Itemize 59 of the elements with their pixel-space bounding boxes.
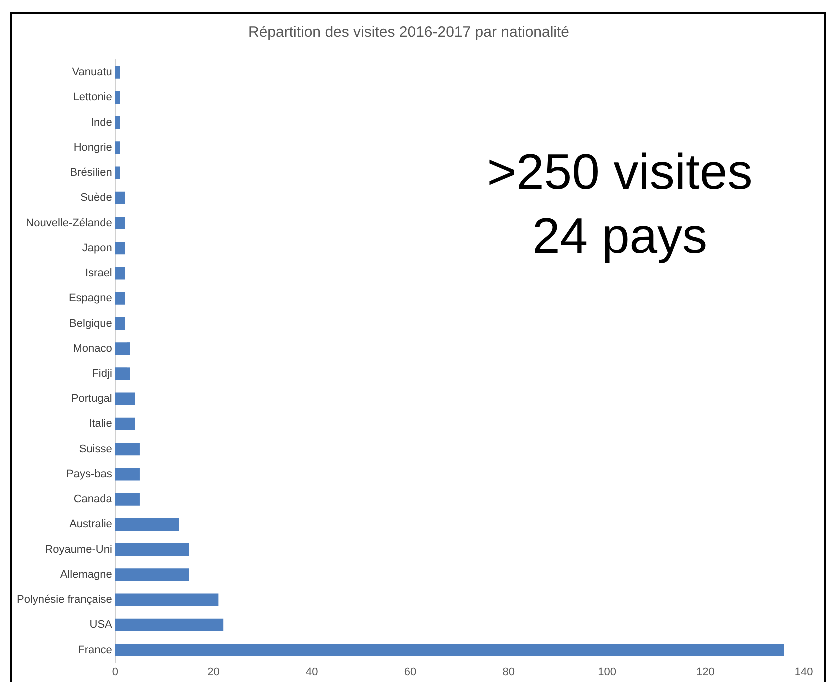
y-tick-label: Polynésie française <box>16 594 112 606</box>
x-tick-label: 120 <box>696 666 715 678</box>
bar <box>115 468 140 481</box>
bar <box>115 392 136 406</box>
bar <box>115 518 180 531</box>
y-tick-label: USA <box>90 619 114 632</box>
bar <box>115 418 136 430</box>
y-tick-label: Israel <box>85 268 112 280</box>
bar <box>115 142 120 154</box>
y-tick-label: Suisse <box>79 443 112 456</box>
chart-title: Répartition des visites 2016-2017 par nationalité <box>248 24 570 42</box>
y-tick-label: Portugal <box>71 393 112 406</box>
y-tick-label: Italie <box>89 418 112 430</box>
y-tick-label: Pays-bas <box>66 468 113 480</box>
y-tick-label: Lettonie <box>73 92 112 104</box>
bar <box>115 66 120 79</box>
y-tick-label: Fidji <box>92 368 112 380</box>
x-tick-label: 80 <box>502 666 516 678</box>
annotation: >250 visites <box>486 143 754 202</box>
y-tick-label: Australie <box>70 518 112 531</box>
bar <box>115 644 784 657</box>
x-tick-label: 40 <box>306 666 318 678</box>
y-tick-label: Japon <box>82 242 112 254</box>
y-tick-label: Canada <box>74 494 114 506</box>
y-tick-label: Inde <box>90 116 112 129</box>
bar <box>115 166 120 180</box>
y-tick-label: Espagne <box>68 292 112 305</box>
bar <box>115 493 140 506</box>
bar <box>115 192 126 204</box>
x-tick-label: 100 <box>598 666 616 678</box>
x-tick-label: 140 <box>794 666 814 678</box>
bar <box>115 543 190 556</box>
y-tick-label: Monaco <box>73 342 112 355</box>
bar <box>115 216 126 230</box>
y-tick-label: Allemagne <box>60 568 112 581</box>
bar <box>115 342 130 356</box>
bar <box>115 242 126 255</box>
y-tick-label: Nouvelle-Zélande <box>26 217 112 230</box>
bar <box>115 116 120 130</box>
y-tick-label: Vanuatu <box>72 66 112 79</box>
y-tick-label: Suède <box>80 192 112 204</box>
bar <box>115 292 126 305</box>
bar <box>115 594 219 606</box>
y-tick-label: Brésilien <box>70 167 112 180</box>
bar <box>115 568 190 582</box>
x-tick-label: 20 <box>208 666 220 678</box>
y-tick-label: France <box>78 644 112 656</box>
y-tick-label: Royaume-Uni <box>45 544 112 556</box>
y-tick-label: Belgique <box>70 318 112 330</box>
bar <box>115 618 224 632</box>
y-tick-label: Hongrie <box>74 142 112 154</box>
bar <box>115 317 126 330</box>
x-tick-label: 60 <box>404 666 417 678</box>
x-tick-label: 0 <box>112 666 118 678</box>
bar <box>115 443 140 456</box>
bar <box>115 368 130 380</box>
annotation: 24 pays <box>531 207 709 266</box>
bar <box>115 267 126 280</box>
bar <box>115 91 120 104</box>
